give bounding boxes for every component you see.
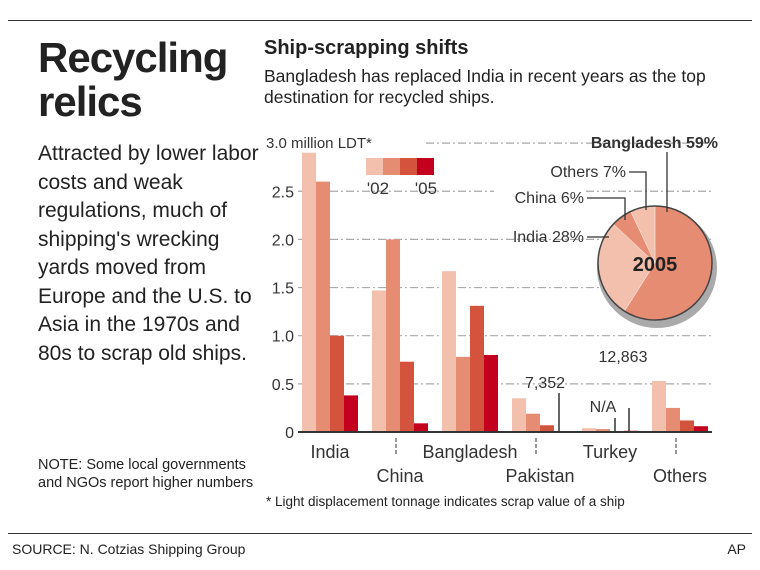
legend-swatch-2002 [366,158,383,175]
y-tick-label: 1.0 [272,329,294,346]
bar-india-2003 [316,181,330,432]
footnote: * Light displacement tonnage indicates s… [266,494,625,509]
category-label: Turkey [583,442,637,462]
bar-bangladesh-2004 [470,305,484,432]
axis-label-bg [266,132,426,152]
top-rule [8,20,752,21]
category-label: Bangladesh [422,442,517,462]
y-tick-label: 2.5 [272,184,294,201]
bar-others-2002 [652,380,666,432]
chart-title: Ship-scrapping shifts [264,37,469,59]
bar-india-2005 [344,395,358,432]
body-text: Attracted by lower labor costs and weak … [38,142,259,365]
bar-others-2005 [694,426,708,432]
bar-pakistan-2003 [526,413,540,432]
bar-india-2004 [330,335,344,432]
pie-label: Bangladesh 59% [591,135,718,152]
source: SOURCE: N. Cotzias Shipping Group [12,541,246,557]
bar-pakistan-2004 [540,425,554,432]
bar-turkey-2002 [582,428,596,432]
pie-label-bg [556,162,626,181]
annotation-label: 12,863 [599,349,648,366]
headline: Recycling relics [38,34,228,125]
bar-china-2005 [414,423,428,432]
category-label: India [310,442,350,462]
legend-swatch-2005 [417,158,434,175]
bar-china-2002 [372,290,386,432]
bar-others-2003 [666,407,680,432]
y-tick-label: 0.5 [272,377,294,394]
category-label: China [376,466,424,486]
bar-turkey-2003 [596,429,610,432]
legend-start-label: '02 [367,179,389,198]
y-tick-label: 2.0 [272,232,294,249]
bar-bangladesh-2002 [442,271,456,432]
legend-end-label: '05 [415,179,437,198]
chart-subtitle: Bangladesh has replaced India in recent … [264,66,706,107]
note: NOTE: Some local governments and NGOs re… [38,457,254,491]
pie-leader-line [587,197,626,220]
pie-label-bg [494,188,584,207]
legend-swatch-2004 [400,158,417,175]
bottom-rule [8,533,752,534]
category-label: Others [653,466,707,486]
bar-pakistan-2002 [512,398,526,432]
y-tick-label: 0 [285,425,294,442]
credit: AP [727,541,746,557]
bar-india-2002 [302,152,316,433]
pie-label: India 28% [513,229,584,246]
legend-swatch-2003 [383,158,400,175]
bar-china-2003 [386,239,400,432]
annotation-label: 7,352 [525,375,565,392]
category-label: Pakistan [505,466,574,486]
bar-bangladesh-2003 [456,356,470,432]
bar-bangladesh-2005 [484,354,498,432]
pie-label: China 6% [515,190,584,207]
y-tick-label: 1.5 [272,281,294,298]
annotation-label: N/A [590,399,617,416]
bar-others-2004 [680,420,694,432]
pie-label: Others 7% [550,164,626,181]
y-axis-label: 3.0 million LDT* [266,135,372,152]
pie-leader-line [629,171,647,210]
pie-center-label: 2005 [633,254,678,276]
bar-china-2004 [400,361,414,432]
pie-outline [597,205,713,321]
